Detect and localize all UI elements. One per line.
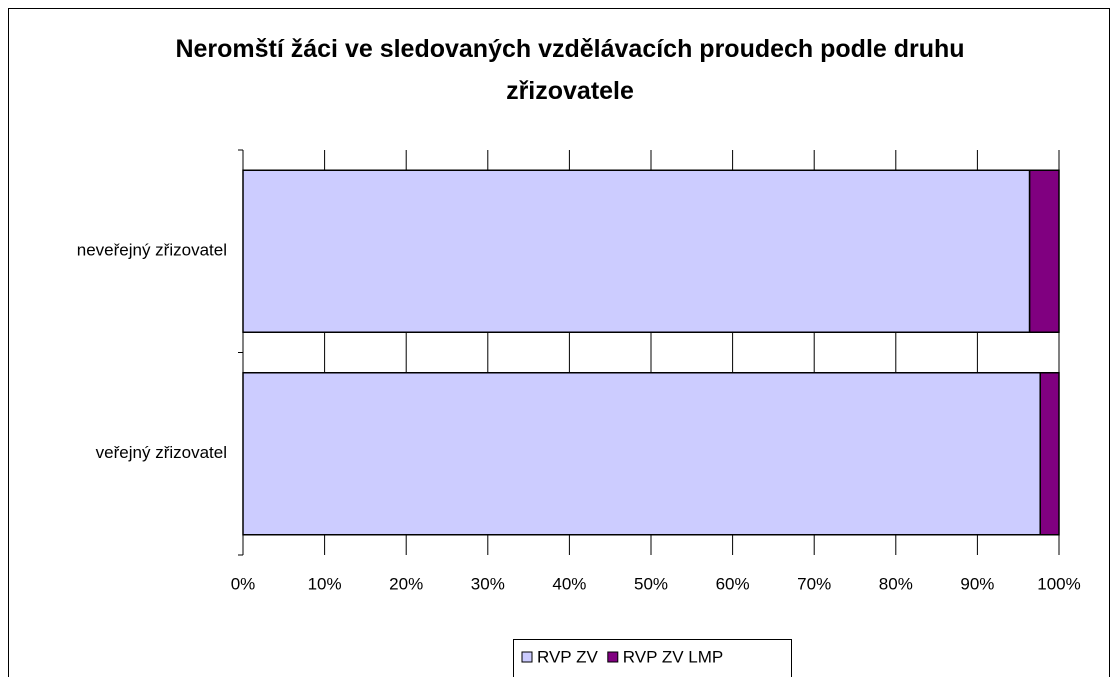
x-tick-label: 0% xyxy=(231,574,256,593)
x-tick-label: 50% xyxy=(634,574,668,593)
legend-label: RVP ZV xyxy=(537,647,598,666)
chart-title: Neromští žáci ve sledovaných vzdělávacíc… xyxy=(175,35,965,105)
x-tick-label: 30% xyxy=(471,574,505,593)
legend-label: RVP ZV LMP xyxy=(623,647,723,666)
x-tick-label: 70% xyxy=(797,574,831,593)
bar-segment xyxy=(242,169,1031,333)
chart-frame xyxy=(8,8,1110,677)
x-tick-label: 20% xyxy=(389,574,423,593)
x-tick-label: 60% xyxy=(716,574,750,593)
y-tick-label: neveřejný zřizovatel xyxy=(77,241,227,260)
legend-swatch xyxy=(521,651,533,663)
x-tick-label: 90% xyxy=(960,574,994,593)
x-tick-label: 10% xyxy=(308,574,342,593)
bar-segment xyxy=(1039,372,1060,536)
legend-box xyxy=(513,639,792,677)
x-tick-label: 80% xyxy=(879,574,913,593)
x-tick-label: 40% xyxy=(552,574,586,593)
x-tick-label: 100% xyxy=(1037,574,1080,593)
legend-swatch xyxy=(607,651,619,663)
y-tick-label: veřejný zřizovatel xyxy=(96,443,227,462)
bar-segment xyxy=(242,372,1041,536)
bar-segment xyxy=(1028,169,1060,333)
